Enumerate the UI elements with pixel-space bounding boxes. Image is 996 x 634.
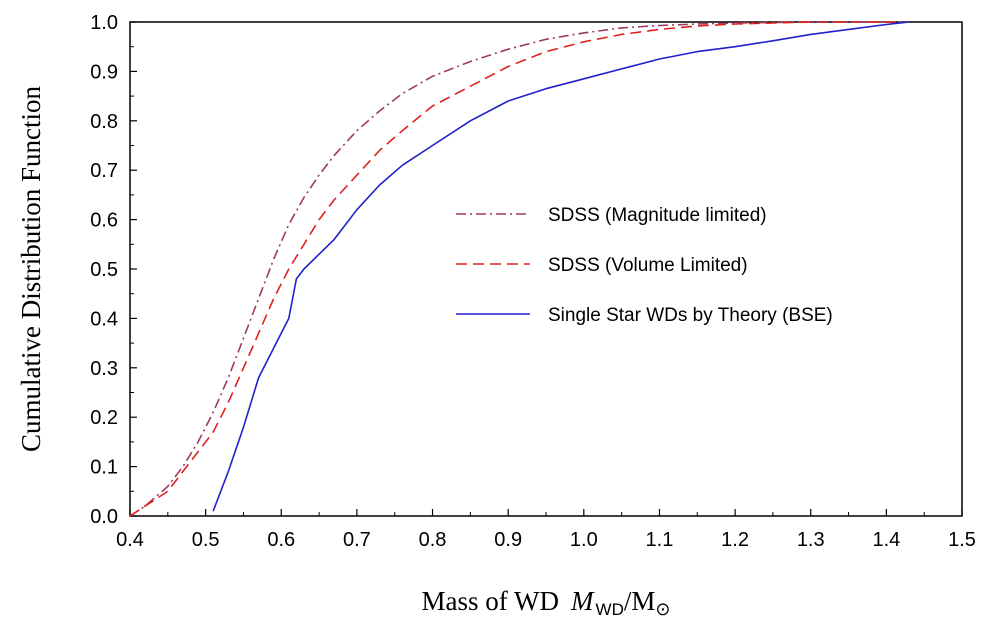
series-line-1 [129,21,902,517]
y-tick-label: 0.1 [90,457,118,479]
sun-symbol: ⊙ [655,599,670,620]
x-axis-label: Mass of WD M WD/M⊙ [422,586,671,620]
legend-label-1: SDSS (Magnitude limited) [548,205,767,226]
y-tick-label: 0.9 [90,61,118,83]
y-axis: 0.0 0.1 0.2 0.3 0.4 0.5 0.6 0.7 0.8 0.9 1.0 [90,12,137,528]
x-tick-label: 1.3 [797,529,825,551]
y-tick-label: 0.7 [90,160,118,182]
x-axis: 0.4 0.5 0.6 0.7 0.8 0.9 1.0 1.1 1.2 1.3 1.4 1.5 [116,509,976,551]
x-tick-label: 0.6 [267,529,295,551]
y-tick-label: 0.5 [90,259,118,281]
x-axis-label-subscript: WD [596,600,624,619]
y-tick-label: 0.6 [90,210,118,232]
y-tick-label: 0.8 [90,111,118,133]
x-tick-label: 1.5 [948,529,976,551]
legend-label-2: SDSS (Volume Limited) [548,255,748,276]
legend: SDSS (Magnitude limited) SDSS (Volume Lim… [456,205,833,326]
series-line-2 [129,21,902,517]
x-tick-label: 0.4 [116,529,144,551]
y-tick-label: 0.3 [90,358,118,380]
y-tick-label: 0.2 [90,407,118,429]
y-tick-label: 0.0 [90,506,118,528]
legend-label-3: Single Star WDs by Theory (BSE) [548,305,833,326]
x-tick-label: 1.0 [570,529,598,551]
x-tick-label: 0.8 [419,529,447,551]
x-tick-label: 1.1 [646,529,674,551]
x-axis-label-prefix: Mass of WD [422,586,560,616]
series-line-3 [212,21,910,512]
y-tick-label: 0.4 [90,308,118,330]
plot-frame [129,21,963,517]
series-layer [129,21,910,517]
x-tick-label: 0.9 [494,529,522,551]
y-axis-label: Cumulative Distribution Function [16,86,46,452]
x-tick-label: 0.7 [343,529,371,551]
x-tick-label: 0.5 [192,529,220,551]
x-tick-label: 1.4 [872,529,900,551]
y-tick-label: 1.0 [90,12,118,34]
x-axis-label-suffix: /M [624,586,656,616]
x-tick-label: 1.2 [721,529,749,551]
x-axis-label-symbol: M [570,586,595,616]
